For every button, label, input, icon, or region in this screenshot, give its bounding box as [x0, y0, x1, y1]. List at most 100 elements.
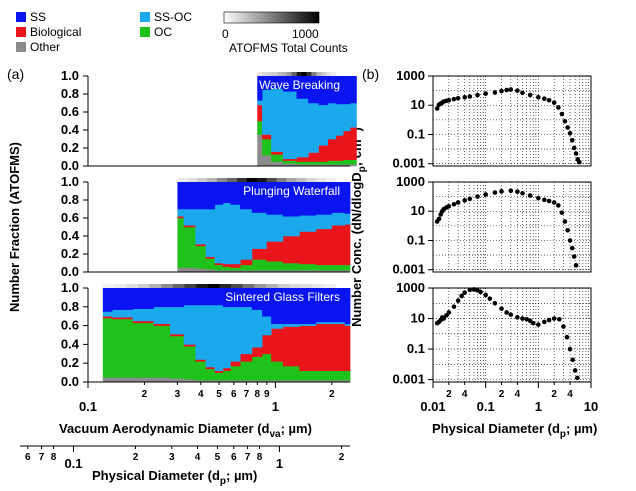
area-band-other — [262, 380, 272, 383]
area-band-other — [344, 270, 351, 273]
axes: 0.00.20.40.60.81.00.00.20.40.60.81.00.00… — [20, 68, 598, 471]
area-band-other — [335, 164, 344, 167]
legend-swatch-ss — [16, 12, 26, 22]
data-point — [572, 368, 578, 373]
area-band-other — [318, 164, 328, 167]
area-band-biological — [240, 353, 253, 362]
area-band-ss-oc — [318, 104, 328, 146]
area-band-ss — [349, 76, 357, 104]
legend-label-other: Other — [30, 40, 60, 54]
area-band-oc — [132, 322, 154, 378]
count-strip-cell — [161, 284, 174, 288]
count-strip-cell — [301, 72, 307, 76]
area-band-other — [102, 377, 113, 383]
area-band-ss — [282, 288, 300, 325]
y-tick-label: 0.8 — [61, 192, 79, 207]
y-tick-label: 0.0 — [61, 374, 79, 389]
area-band-biological — [262, 335, 272, 355]
data-point — [478, 289, 483, 295]
panel-b-label: (b) — [362, 66, 379, 82]
area-band-biological — [349, 127, 357, 160]
area-band-oc — [240, 361, 253, 381]
data-point — [462, 290, 468, 295]
area-band-ss-oc — [327, 103, 337, 140]
y-tick-label: 0.0 — [61, 264, 79, 279]
y-tick-label: 0.001 — [392, 372, 425, 387]
count-strip-cell — [149, 284, 162, 288]
y-tick-label: 0.0 — [61, 158, 79, 173]
area-band-other — [299, 270, 317, 273]
area-band-other — [214, 380, 224, 383]
area-band-oc — [195, 245, 207, 269]
area-band-ss-oc — [349, 103, 357, 128]
data-point — [565, 125, 570, 130]
y-tick-label: 0.2 — [61, 355, 79, 370]
legend-label-ss: SS — [30, 10, 46, 24]
count-strip-cell — [276, 72, 283, 76]
data-point — [508, 87, 514, 92]
area-band-biological — [331, 225, 346, 266]
area-band-oc — [296, 161, 309, 165]
area-band-other — [282, 163, 297, 167]
area-band-oc — [262, 353, 272, 381]
count-strip-cell — [231, 284, 244, 288]
area-band-other — [251, 380, 263, 383]
count-strip-cell — [207, 178, 218, 182]
area-band-other — [282, 380, 300, 383]
data-point — [515, 189, 520, 194]
area-band-ss — [205, 182, 216, 210]
count-strip-cell — [281, 72, 288, 76]
legend-label-ss-oc: SS-OC — [154, 10, 192, 24]
data-point — [569, 245, 575, 251]
data-point — [499, 189, 504, 194]
area-band-ss — [102, 288, 113, 312]
area-band-ss — [240, 288, 253, 308]
y-tick-label: 0.1 — [407, 341, 425, 356]
area-band-oc — [102, 318, 113, 378]
data-point — [446, 203, 452, 209]
area-band-other — [343, 164, 351, 167]
data-point — [475, 194, 480, 199]
area-band-biological — [230, 263, 241, 268]
area-band-oc — [266, 261, 284, 271]
area-band-ss-oc — [195, 304, 207, 360]
area-band-ss-oc — [251, 212, 267, 249]
count-strip-cell — [256, 178, 267, 182]
y-tick-label: 1.0 — [61, 174, 79, 189]
data-point — [483, 192, 488, 197]
area-band-biological — [251, 248, 267, 260]
area-band-ss — [170, 288, 185, 308]
data-point — [455, 298, 461, 303]
area-band-other — [240, 380, 253, 383]
count-strip-cell — [219, 284, 232, 288]
area-band-ss-oc — [230, 204, 241, 265]
data-point — [559, 210, 565, 215]
physical-minor-tick-label: 8 — [51, 452, 57, 463]
data-point — [436, 216, 442, 222]
area-band-biological — [327, 139, 337, 161]
area-band-biological — [271, 151, 284, 155]
area-band-oc — [177, 218, 185, 268]
area-band-ss — [327, 76, 337, 104]
area-band-ss-oc — [262, 89, 272, 135]
data-point — [492, 300, 498, 306]
area-band-biological — [356, 123, 357, 160]
area-band-ss-oc — [170, 306, 185, 335]
data-point — [459, 293, 464, 299]
data-point — [467, 94, 473, 99]
area-band-ss — [214, 182, 224, 205]
area-band-other — [296, 164, 309, 167]
count-strip-cell — [291, 72, 297, 76]
physical-minor-tick-label: 6 — [231, 452, 237, 463]
area-band-other — [214, 270, 224, 273]
data-point — [542, 197, 547, 203]
area-band-oc — [343, 159, 351, 165]
area-band-ss-oc — [282, 91, 297, 160]
data-point — [520, 316, 525, 321]
data-point — [567, 131, 573, 136]
area-band-ss — [251, 182, 267, 213]
area-band-biological — [170, 334, 185, 337]
area-band-biological — [230, 361, 241, 367]
area-band-ss-oc — [331, 321, 346, 325]
area-band-biological — [344, 224, 351, 266]
